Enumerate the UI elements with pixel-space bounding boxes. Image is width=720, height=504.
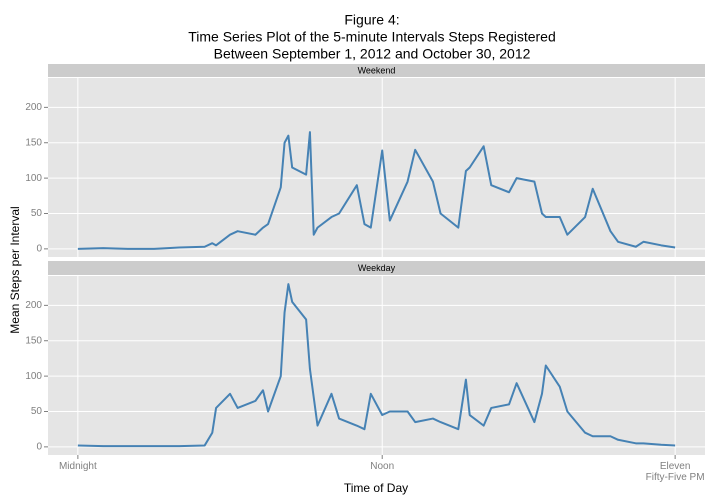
y-tick-label: 200 bbox=[25, 102, 42, 113]
x-tick-label: Midnight bbox=[58, 461, 97, 472]
strip bbox=[48, 261, 705, 275]
y-tick-label: 150 bbox=[25, 335, 42, 346]
data-line bbox=[77, 131, 676, 250]
y-axis-label: Mean Steps per Interval bbox=[8, 206, 22, 333]
x-tick-label: Eleven Fifty-Five PM bbox=[645, 461, 705, 483]
chart-title: Time Series Plot of the 5-minute Interva… bbox=[188, 29, 556, 45]
data-line bbox=[77, 283, 676, 448]
y-tick-label: 50 bbox=[31, 208, 43, 219]
y-tick-label: 0 bbox=[36, 244, 42, 255]
y-tick-label: 50 bbox=[31, 406, 43, 417]
panel bbox=[48, 276, 705, 455]
y-tick-label: 0 bbox=[36, 442, 42, 453]
y-tick-label: 150 bbox=[25, 137, 42, 148]
strip-label: Weekday bbox=[358, 263, 396, 273]
y-tick-label: 100 bbox=[25, 173, 42, 184]
x-tick-label: Noon bbox=[370, 461, 395, 472]
strip-label: Weekend bbox=[358, 65, 396, 75]
y-tick-label: 200 bbox=[25, 300, 42, 311]
y-tick-label: 100 bbox=[25, 371, 42, 382]
strip bbox=[48, 64, 705, 77]
chart-title: Figure 4: bbox=[344, 12, 399, 28]
panel bbox=[48, 78, 705, 257]
x-axis-label: Time of Day bbox=[344, 481, 408, 495]
chart-title: Between September 1, 2012 and October 30… bbox=[214, 46, 531, 62]
